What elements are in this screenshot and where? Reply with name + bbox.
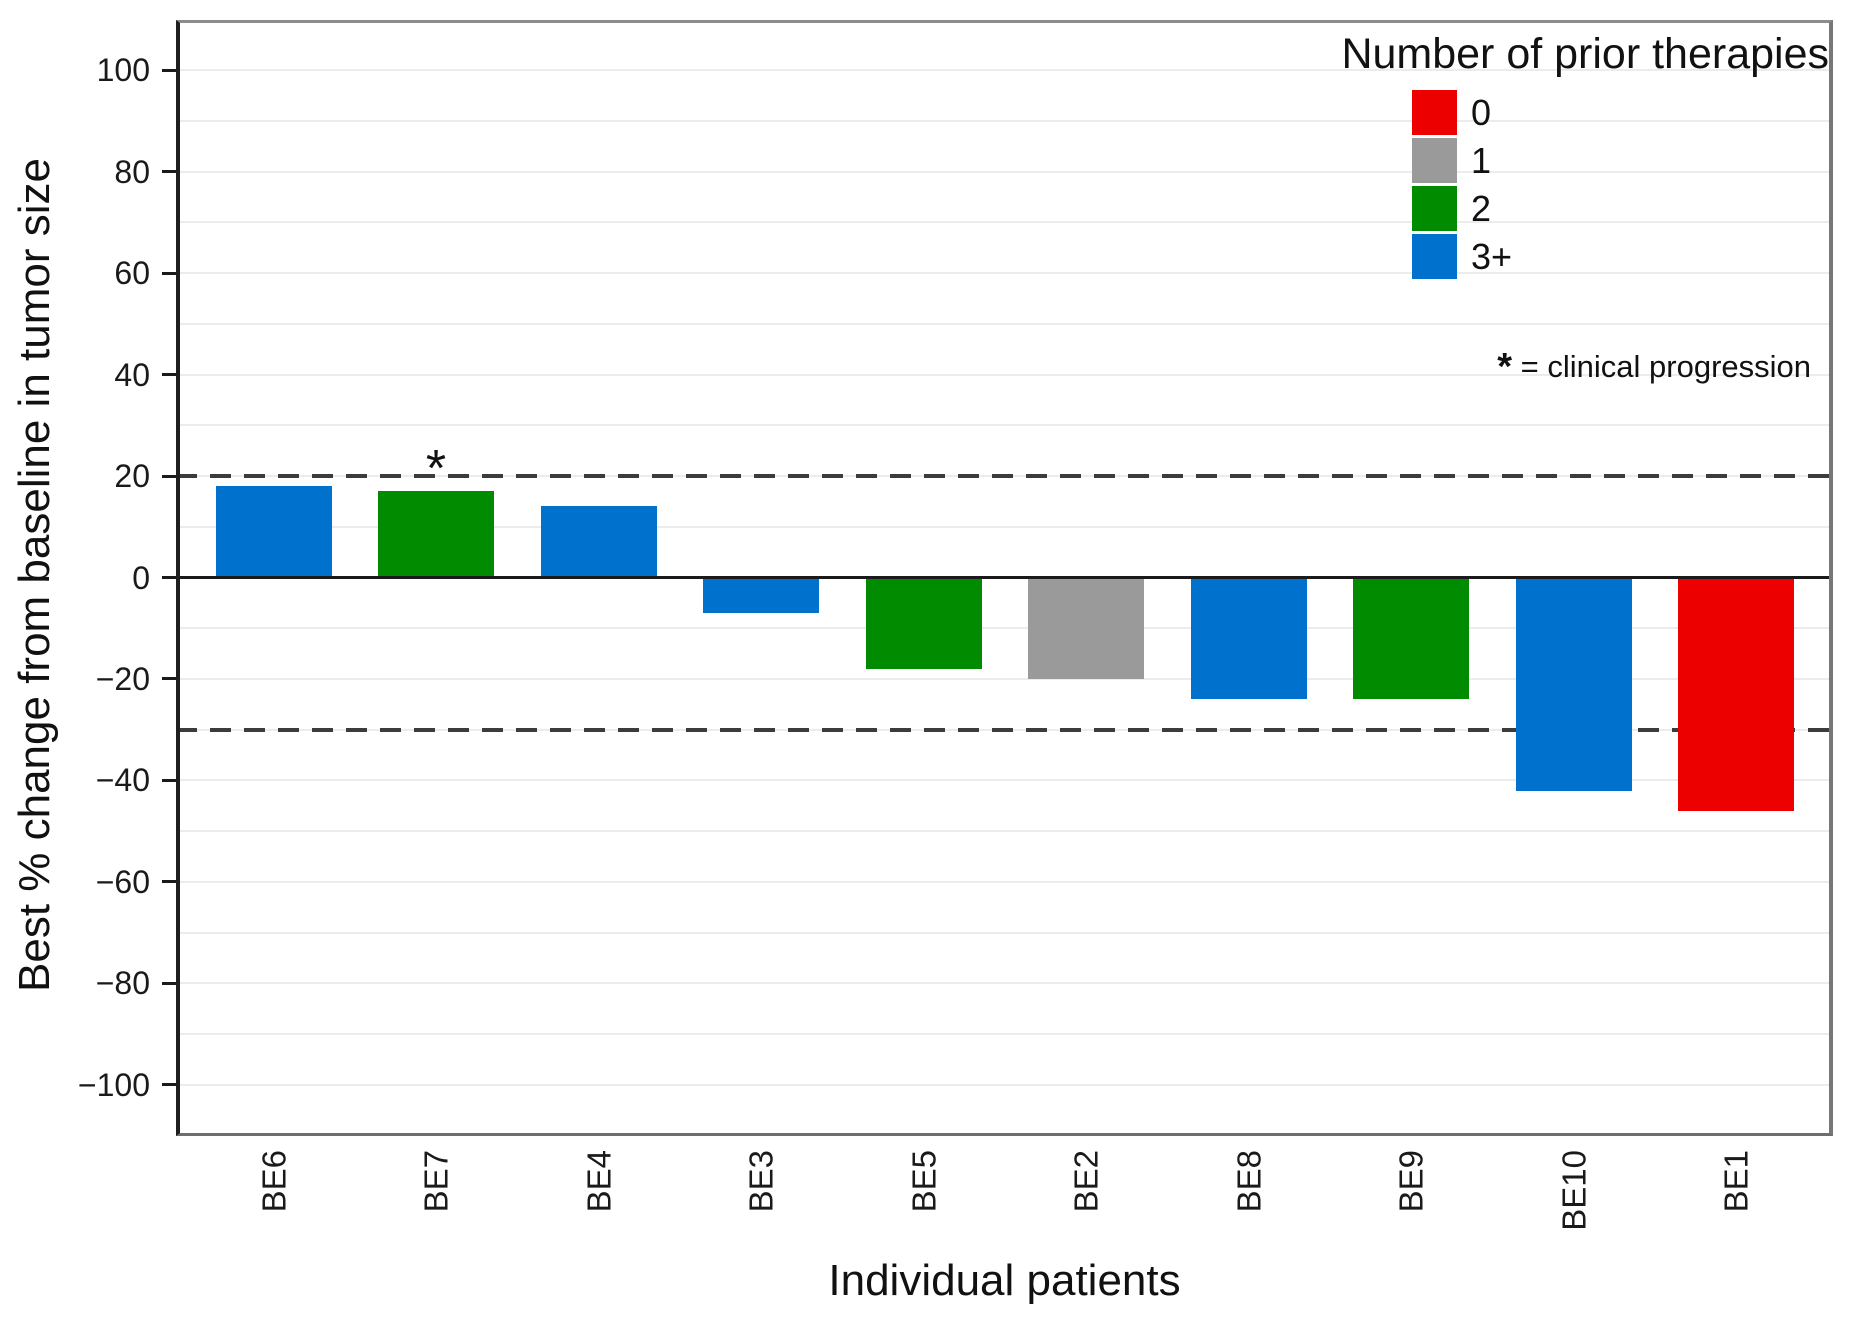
y-tick-mark-20	[162, 474, 176, 478]
legend-swatch-0	[1412, 90, 1457, 135]
y-tick-label-40: 40	[114, 356, 150, 393]
progression-note: * = clinical progression	[1497, 346, 1811, 389]
gridline-60	[176, 272, 1833, 275]
legend-entry-0: 0	[1412, 90, 1512, 135]
plot-area: *	[176, 20, 1833, 1136]
bar-BE5	[865, 577, 982, 669]
progression-note-text: = clinical progression	[1512, 349, 1811, 384]
gridline--50	[176, 830, 1833, 833]
gridline--90	[176, 1033, 1833, 1036]
y-tick-label-60: 60	[114, 255, 150, 292]
x-tick-label-BE7: BE7	[417, 1150, 455, 1213]
gridline--20	[176, 677, 1833, 680]
legend-label-3+: 3+	[1471, 235, 1513, 277]
y-tick-mark--40	[162, 778, 176, 782]
y-tick-mark--60	[162, 880, 176, 884]
legend: 0 1 2 3+	[1412, 90, 1512, 282]
asterisk-icon: *	[1497, 346, 1513, 388]
y-tick-mark-0	[162, 576, 176, 579]
legend-title: Number of prior therapies	[1341, 30, 1829, 78]
gridline--60	[176, 880, 1833, 883]
y-tick-label-20: 20	[114, 458, 150, 495]
gridline-100	[176, 69, 1833, 72]
bar-BE10	[1515, 577, 1632, 791]
bar-BE6	[215, 486, 332, 578]
gridline-10	[176, 525, 1833, 528]
gridline--100	[176, 1083, 1833, 1086]
x-tick-label-BE2: BE2	[1067, 1150, 1105, 1213]
x-tick-label-BE6: BE6	[255, 1150, 292, 1213]
y-tick-label-100: 100	[96, 52, 150, 89]
y-tick-mark--20	[162, 677, 176, 681]
bar-BE4	[540, 506, 657, 578]
x-axis-title: Individual patients	[828, 1256, 1181, 1305]
gridline-30	[176, 424, 1833, 427]
legend-label-2: 2	[1471, 187, 1492, 229]
y-tick-mark-100	[162, 68, 176, 72]
x-tick-label-BE9: BE9	[1392, 1150, 1430, 1213]
legend-entry-1: 1	[1412, 138, 1512, 183]
x-tick-label-BE1: BE1	[1717, 1150, 1755, 1213]
x-tick-label-BE10: BE10	[1555, 1150, 1593, 1231]
clinical-progression-asterisk-BE7: *	[425, 440, 447, 499]
gridline-70	[176, 221, 1833, 224]
y-tick-label--40: −40	[95, 762, 150, 799]
bar-BE2	[1028, 577, 1145, 679]
y-tick-label--60: −60	[95, 863, 150, 900]
reference-line-20	[176, 474, 1833, 479]
x-tick-label-BE3: BE3	[742, 1150, 780, 1213]
gridline--10	[176, 627, 1833, 630]
zero-line	[176, 576, 1833, 579]
y-tick-mark-80	[162, 170, 176, 174]
legend-label-1: 1	[1471, 139, 1492, 181]
y-tick-label--100: −100	[77, 1066, 150, 1103]
reference-line--30	[176, 727, 1833, 732]
gridline--40	[176, 779, 1833, 782]
legend-swatch-1	[1412, 138, 1457, 183]
y-tick-label-0: 0	[132, 559, 150, 596]
bar-BE9	[1353, 577, 1470, 700]
legend-swatch-3+	[1412, 234, 1457, 279]
bar-BE8	[1190, 577, 1307, 700]
y-tick-mark-40	[162, 373, 176, 377]
gridline-50	[176, 322, 1833, 325]
x-tick-label-BE4: BE4	[580, 1150, 618, 1213]
legend-label-0: 0	[1471, 91, 1492, 133]
legend-swatch-2	[1412, 186, 1457, 231]
y-tick-mark--80	[162, 981, 176, 985]
gridline-80	[176, 170, 1833, 173]
gridline-90	[176, 119, 1833, 122]
gridline--80	[176, 982, 1833, 985]
bar-BE3	[703, 577, 820, 613]
x-tick-label-BE5: BE5	[905, 1150, 943, 1213]
x-tick-label-BE8: BE8	[1230, 1150, 1268, 1213]
legend-entry-3+: 3+	[1412, 234, 1512, 279]
bar-BE7	[378, 491, 495, 578]
y-tick-mark-60	[162, 271, 176, 275]
y-tick-label--80: −80	[95, 965, 150, 1002]
bar-BE1	[1678, 577, 1795, 811]
gridline--70	[176, 931, 1833, 934]
y-tick-label--20: −20	[95, 660, 150, 697]
y-tick-mark--100	[162, 1083, 176, 1087]
gridline-40	[176, 373, 1833, 376]
legend-entry-2: 2	[1412, 186, 1512, 231]
y-tick-label-80: 80	[114, 153, 150, 190]
